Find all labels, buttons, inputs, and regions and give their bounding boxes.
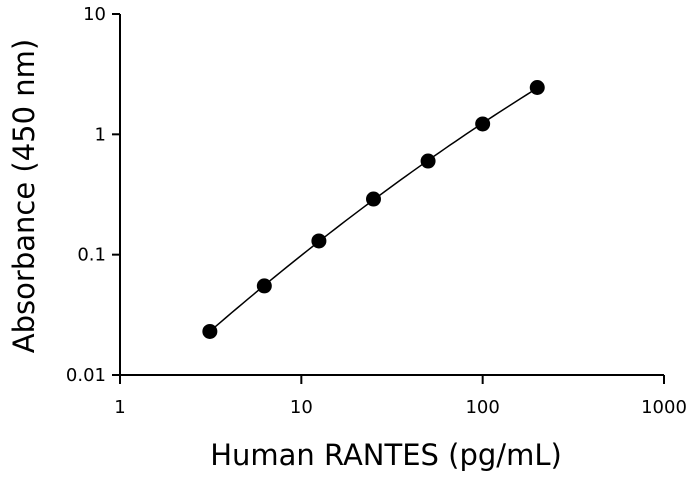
data-point [365,191,381,207]
data-point [420,153,436,169]
data-points [202,80,545,339]
y-tick-label: 0.01 [66,365,106,386]
data-point [256,278,272,294]
axes [119,14,664,376]
x-tick-label: 1 [114,397,125,418]
x-ticks: 1 10 100 1000 [114,375,687,418]
x-tick-label: 1000 [641,397,687,418]
x-axis-title: Human RANTES (pg/mL) [210,438,562,472]
data-point [311,233,327,249]
y-tick-label: 1 [95,124,106,145]
data-point [202,323,218,339]
y-tick-label: 10 [83,4,106,25]
y-ticks: 0.01 0.1 1 10 [66,4,120,386]
y-tick-label: 0.1 [77,245,106,266]
data-point [529,80,545,96]
x-tick-label: 100 [465,397,499,418]
x-tick-label: 10 [290,397,313,418]
data-point [475,116,491,132]
y-axis-title: Absorbance (450 nm) [7,39,41,353]
